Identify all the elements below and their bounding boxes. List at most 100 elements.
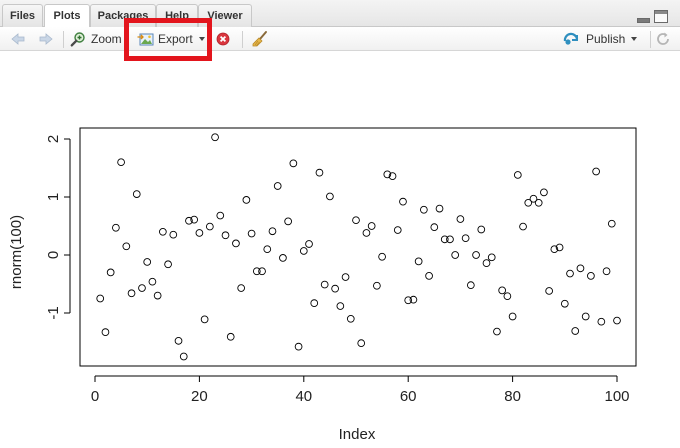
y-axis-label: rnorm(100) [8, 215, 25, 289]
data-point [466, 281, 475, 290]
plot-frame [79, 127, 637, 367]
data-point [138, 284, 146, 292]
data-point [247, 229, 256, 238]
data-point [341, 273, 350, 281]
data-point [545, 287, 553, 295]
tab-strip: Files Plots Packages Help Viewer [0, 0, 680, 28]
x-tick-label: 100 [604, 388, 629, 405]
data-point [284, 217, 292, 226]
plots-toolbar: Zoom Export [0, 27, 680, 51]
data-point [232, 239, 240, 248]
data-point [221, 231, 230, 240]
data-point [299, 247, 308, 255]
data-point [461, 234, 470, 243]
toolbar-separator [650, 31, 651, 48]
data-point [117, 158, 125, 167]
broom-icon [252, 31, 267, 47]
tab-files[interactable]: Files [2, 4, 43, 27]
data-point [132, 190, 141, 198]
data-point [169, 230, 178, 239]
data-point [315, 168, 324, 177]
data-point [566, 269, 574, 278]
minimize-pane-button[interactable] [636, 10, 650, 23]
data-point [258, 267, 266, 276]
data-point [451, 251, 460, 259]
data-point [216, 211, 225, 220]
data-point [498, 286, 507, 295]
back-arrow-icon[interactable] [10, 32, 26, 46]
scatter-plot: 0 20 40 60 80 100 -1 0 1 2 Index rnorm(100) [8, 127, 637, 443]
x-axis-label: Index [339, 426, 376, 443]
data-point [373, 281, 381, 290]
y-tick-label: 1 [45, 193, 62, 201]
zoom-button[interactable]: Zoom [70, 27, 122, 51]
data-point [346, 314, 355, 323]
data-point [252, 267, 261, 276]
tab-plots[interactable]: Plots [44, 4, 90, 28]
chevron-down-icon [631, 37, 638, 41]
refresh-button[interactable] [655, 27, 671, 51]
publish-button[interactable]: Publish [562, 27, 638, 51]
data-point [602, 267, 611, 276]
data-point [597, 317, 606, 326]
export-button[interactable]: Export [137, 27, 205, 51]
data-point [122, 242, 131, 251]
data-point [294, 342, 303, 351]
data-point [153, 291, 162, 300]
data-point [367, 222, 376, 230]
data-point [164, 260, 172, 269]
data-point [487, 253, 496, 262]
data-point [237, 284, 246, 292]
data-point [96, 294, 105, 303]
data-point [268, 227, 277, 236]
data-point [607, 219, 616, 228]
data-point [352, 216, 360, 225]
remove-plot-icon [216, 32, 230, 46]
data-point [540, 188, 548, 197]
export-icon [137, 33, 154, 45]
data-point [200, 315, 209, 324]
data-point [101, 328, 110, 336]
data-point [581, 312, 590, 321]
data-point [493, 327, 501, 336]
zoom-icon [70, 32, 85, 47]
y-tick-label: -1 [45, 306, 62, 319]
data-point [331, 284, 339, 293]
data-point [446, 235, 454, 244]
export-highlight-box [124, 18, 212, 61]
data-point [143, 258, 152, 266]
data-point [440, 235, 449, 244]
maximize-pane-button[interactable] [654, 10, 668, 23]
data-point [320, 280, 329, 289]
data-point [127, 289, 136, 298]
data-point [310, 299, 319, 307]
data-point [159, 227, 167, 236]
y-tick-label: 2 [45, 135, 62, 143]
data-point [508, 312, 517, 321]
data-points [96, 133, 621, 361]
data-point [279, 254, 287, 262]
x-tick-label: 40 [295, 388, 312, 405]
data-point [393, 226, 402, 234]
x-tick-label: 20 [191, 388, 208, 405]
data-point [519, 222, 527, 231]
x-tick-label: 60 [400, 388, 417, 405]
clear-all-plots-button[interactable] [251, 27, 269, 51]
data-point [425, 272, 433, 280]
data-point [524, 198, 533, 207]
data-point [513, 171, 522, 179]
data-point [388, 172, 397, 180]
remove-plot-button[interactable] [216, 27, 230, 51]
x-tick-label: 0 [91, 388, 99, 405]
export-label: Export [158, 32, 193, 46]
data-point [263, 245, 272, 254]
refresh-icon [657, 32, 669, 45]
data-point [289, 159, 298, 168]
forward-arrow-icon[interactable] [38, 32, 54, 46]
plot-box [79, 127, 637, 367]
data-point [362, 229, 371, 237]
data-point [503, 292, 512, 301]
data-point [273, 182, 282, 190]
data-point [477, 225, 486, 234]
